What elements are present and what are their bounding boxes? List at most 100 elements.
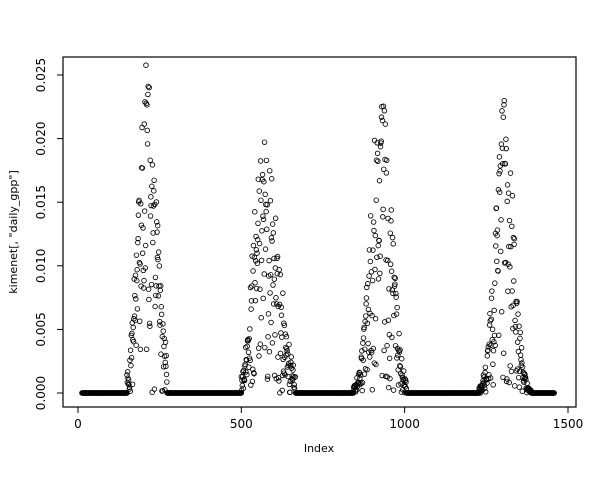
- data-point: [381, 166, 387, 173]
- data-point: [357, 375, 363, 382]
- data-point: [386, 331, 393, 338]
- data-point: [266, 257, 272, 264]
- data-point: [256, 240, 263, 247]
- data-point: [551, 390, 558, 396]
- data-point: [372, 266, 378, 273]
- data-point: [292, 374, 298, 380]
- data-point: [391, 283, 398, 289]
- data-point: [499, 145, 506, 151]
- data-point: [373, 361, 379, 368]
- data-point: [394, 304, 400, 311]
- data-point: [369, 277, 376, 284]
- data-point: [377, 270, 383, 277]
- data-point: [507, 264, 513, 270]
- data-point: [281, 322, 288, 329]
- data-point: [364, 284, 370, 291]
- data-point: [375, 276, 382, 282]
- data-point: [500, 350, 507, 356]
- y-tick-label: 0.005: [34, 312, 48, 346]
- data-point: [487, 310, 493, 317]
- data-point: [147, 323, 153, 329]
- data-point: [490, 347, 497, 354]
- data-point: [386, 355, 393, 362]
- data-point: [485, 347, 491, 354]
- data-point: [283, 333, 290, 340]
- data-point: [269, 221, 276, 227]
- data-point: [511, 278, 517, 284]
- data-point: [134, 277, 140, 284]
- data-point: [135, 239, 141, 246]
- data-point: [250, 242, 257, 249]
- data-point: [248, 306, 254, 312]
- data-point: [277, 350, 284, 357]
- data-point: [498, 217, 504, 223]
- data-point: [143, 62, 149, 68]
- data-point: [283, 344, 289, 351]
- data-point: [138, 222, 145, 228]
- data-point: [276, 301, 283, 308]
- data-point: [286, 341, 292, 348]
- data-point: [489, 326, 496, 333]
- data-point: [160, 321, 166, 327]
- data-point: [507, 170, 514, 176]
- data-point: [274, 253, 281, 260]
- data-point: [395, 382, 402, 388]
- data-point: [390, 387, 397, 393]
- data-point: [385, 384, 392, 391]
- data-point: [149, 389, 155, 396]
- data-point: [511, 236, 518, 242]
- data-point: [134, 306, 141, 312]
- data-point: [154, 219, 160, 225]
- x-tick-label: 0: [74, 417, 82, 431]
- data-point: [517, 329, 524, 336]
- data-point: [361, 371, 368, 377]
- data-point: [130, 338, 137, 345]
- data-point: [146, 320, 153, 327]
- data-point: [369, 387, 376, 393]
- data-point: [251, 370, 257, 377]
- data-point: [490, 382, 496, 388]
- data-point: [160, 328, 166, 334]
- data-point: [247, 326, 253, 332]
- data-point: [247, 357, 253, 363]
- data-point: [141, 208, 148, 214]
- data-point: [491, 307, 497, 314]
- data-point: [516, 368, 523, 375]
- data-point: [284, 345, 290, 352]
- data-point: [133, 252, 140, 258]
- data-point: [154, 254, 161, 261]
- data-point: [512, 323, 519, 330]
- data-point: [397, 347, 403, 353]
- data-point: [248, 298, 255, 304]
- data-point: [373, 197, 379, 203]
- data-point: [384, 342, 390, 349]
- data-point: [360, 335, 367, 341]
- data-point: [244, 371, 250, 378]
- data-point: [151, 188, 157, 194]
- data-point: [276, 266, 282, 273]
- data-point: [139, 250, 146, 256]
- data-point: [152, 274, 159, 281]
- data-point: [517, 352, 524, 358]
- data-point: [496, 154, 503, 160]
- data-point: [390, 290, 396, 297]
- data-point: [503, 136, 509, 142]
- data-point: [272, 332, 278, 338]
- data-point: [363, 301, 369, 307]
- data-point: [390, 241, 396, 247]
- data-point: [150, 230, 156, 236]
- data-point: [129, 330, 135, 337]
- data-point: [141, 277, 147, 284]
- data-point: [253, 247, 260, 253]
- data-point: [260, 295, 266, 302]
- data-point: [399, 355, 405, 362]
- data-point: [499, 108, 505, 114]
- data-point: [142, 265, 149, 271]
- data-point: [137, 318, 143, 324]
- data-point: [142, 242, 149, 249]
- data-point: [268, 319, 274, 326]
- data-point: [133, 342, 139, 348]
- data-point: [363, 295, 370, 301]
- data-point: [262, 191, 268, 198]
